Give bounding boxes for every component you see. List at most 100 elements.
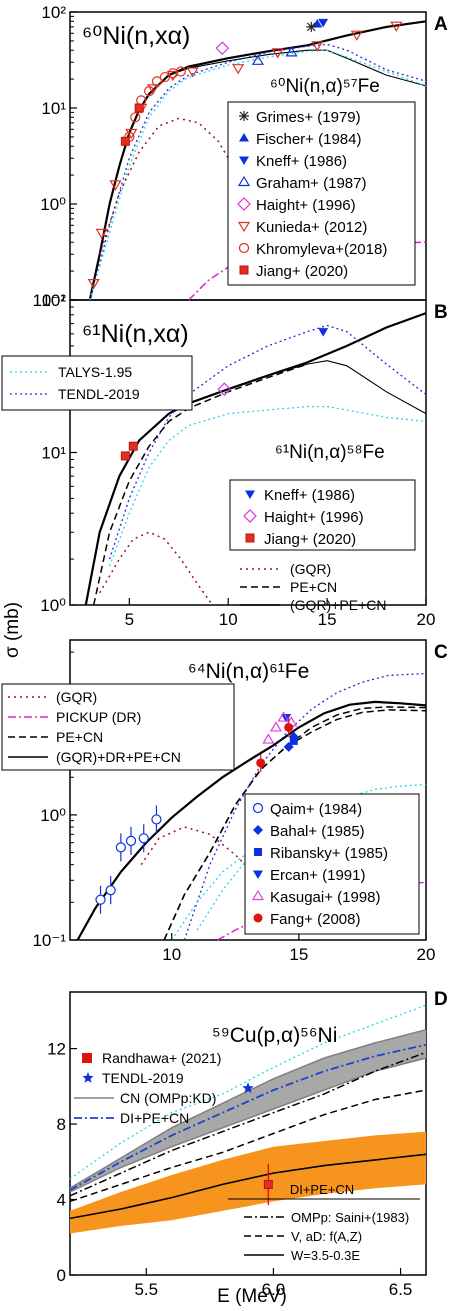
panel-0-point-0 <box>95 228 108 240</box>
panel-a-subtitle: ⁶⁰Ni(n,α)⁵⁷Fe <box>270 76 380 97</box>
panel-0-series-4 <box>98 117 259 255</box>
panel-a-title: ⁶⁰Ni(n,xα) <box>82 22 190 50</box>
panel-a-legend-marker-4 <box>237 197 251 211</box>
panel-3-ytick-label-0: 0 <box>57 1266 66 1285</box>
panel-c-data-legend-label-1: Bahal+ (1985) <box>270 823 365 840</box>
panel-1-ytick-label-1: 10¹ <box>41 444 66 463</box>
panel-d-bottom-legend: DI+PE+CN OMPp: Saini+(1983) V, aD: f(A,Z)… <box>228 1182 420 1263</box>
panel-0-ytick-label-2: 10¹ <box>41 99 66 118</box>
panel-0-point-14 <box>130 112 141 123</box>
panel-d-bottom-legend-title: DI+PE+CN <box>290 1182 354 1197</box>
panel-3-series-2 <box>69 1043 427 1191</box>
panel-3-series-1 <box>69 1028 427 1189</box>
panel-0-point-26 <box>285 46 298 57</box>
panel-2-point-4 <box>138 824 149 853</box>
panel-b-model-legend-label-1: TENDL-2019 <box>58 386 140 402</box>
panel-b-component-legend-label-2: (GQR)+PE+CN <box>290 597 386 613</box>
panel-a-legend-label-7: Jiang+ (2020) <box>256 263 348 280</box>
panel-a-legend-label-1: Fischer+ (1984) <box>256 131 361 148</box>
panel-label-b: B <box>434 302 448 323</box>
panel-2-xtick-label-2: 20 <box>417 945 436 964</box>
panel-0-point-11 <box>390 21 403 32</box>
panel-2-point-1 <box>105 876 116 905</box>
panel-c-data-legend-marker-0 <box>252 802 264 814</box>
panel-0-point-27 <box>251 54 264 65</box>
panel-3-series-6 <box>69 1153 427 1220</box>
panel-0-point-25 <box>306 21 317 32</box>
panel-2-point-15 <box>284 718 294 737</box>
panel-2-point-14 <box>256 753 266 772</box>
panel-c-model-legend: (GQR) PICKUP (DR) PE+CN (GQR)+DR+PE+CN <box>1 683 235 771</box>
panel-b-title: ⁶¹Ni(n,xα) <box>82 320 189 348</box>
panel-0-point-5 <box>166 71 179 82</box>
panel-1-series-1 <box>85 360 427 606</box>
panel-a-legend-label-6: Khromyleva+(2018) <box>256 241 387 258</box>
panel-2-point-0 <box>95 885 106 914</box>
panel-b-data-legend-marker-2 <box>245 533 255 543</box>
panel-c-data-legend-marker-5 <box>253 913 263 923</box>
panel-1-ytick-label-0: 10⁰ <box>40 596 66 615</box>
panel-label-d: D <box>434 989 448 1010</box>
panel-1-xtick-label-0: 5 <box>125 610 134 629</box>
panel-1-ytick-label-2: 10² <box>41 291 66 310</box>
panel-1-point-0 <box>318 328 329 337</box>
panel-2-series-2 <box>163 709 427 941</box>
panel-c-data-legend-label-4: Kasugai+ (1998) <box>270 889 381 906</box>
panel-c-model-legend-label-1: PICKUP (DR) <box>56 709 141 725</box>
panel-3-ytick-label-2: 8 <box>57 1115 66 1134</box>
panel-b-component-legend: (GQR) PE+CN (GQR)+PE+CN <box>240 561 386 613</box>
panel-c-data-legend-label-2: Ribansky+ (1985) <box>270 845 388 862</box>
panel-d-bottom-legend-label-1: V, aD: f(A,Z) <box>291 1229 362 1244</box>
panel-c-data-legend-marker-2 <box>254 848 262 856</box>
panel-0-point-1 <box>109 180 122 191</box>
panel-3-axes: 0 4 8 12 5.5 6.0 6.5 <box>47 1040 412 1299</box>
panel-2-point-12 <box>277 711 290 722</box>
panel-2-point-11 <box>269 721 283 732</box>
panel-c-data-legend-marker-3 <box>253 870 263 879</box>
panel-2-xtick-label-1: 15 <box>289 945 308 964</box>
panel-1-series-3 <box>108 324 427 560</box>
panel-a-legend-marker-6 <box>238 242 250 254</box>
panel-1-series-4 <box>108 405 427 567</box>
panel-1-xtick-label-1: 10 <box>219 610 238 629</box>
panel-d-bottom-legend-label-0: OMPp: Saini+(1983) <box>291 1210 409 1225</box>
panel-b-subtitle: ⁶¹Ni(n,α)⁵⁸Fe <box>275 442 385 463</box>
panel-0-point-18 <box>159 71 171 83</box>
panel-0-ytick-label-0: 10⁻¹ <box>32 291 66 310</box>
panel-label-a: A <box>434 14 448 35</box>
panel-a-legend-label-4: Haight+ (1996) <box>256 197 356 214</box>
panel-c-data-legend-label-0: Qaim+ (1984) <box>270 801 362 818</box>
panel-a-legend-label-0: Grimes+ (1979) <box>256 109 361 126</box>
panel-a-legend-marker-0 <box>239 111 249 121</box>
panel-0-point-12 <box>87 278 100 290</box>
panel-a-legend-marker-1 <box>239 133 249 142</box>
panel-1-point-3 <box>128 441 138 451</box>
panel-c-title: ⁶⁴Ni(n,α)⁶¹Fe <box>188 660 309 683</box>
panel-0-point-2 <box>125 128 138 140</box>
panel-0-point-6 <box>186 67 199 78</box>
panel-c-data-legend-label-5: Fang+ (2008) <box>270 911 360 928</box>
panel-1-series-5 <box>99 531 214 606</box>
panel-d-legend-label-2: CN (OMPp:KD) <box>120 1090 216 1106</box>
panel-0-point-8 <box>271 48 284 59</box>
panel-0-point-4 <box>147 84 160 95</box>
panel-d-legend-label-0: Randhawa+ (2021) <box>102 1050 221 1066</box>
panel-0-point-9 <box>311 41 324 52</box>
panel-1-xtick-label-3: 20 <box>417 610 436 629</box>
panel-1-point-2 <box>120 451 130 461</box>
panel-a-legend-marker-3 <box>237 175 251 187</box>
panel-2-ytick-label-1: 10⁰ <box>40 806 66 825</box>
panel-b-data-legend-marker-0 <box>245 490 255 499</box>
panel-b-model-legend: TALYS-1.95 TENDL-2019 <box>1 355 193 411</box>
panel-0-point-16 <box>144 85 155 97</box>
panel-a-legend-label-5: Kunieda+ (2012) <box>256 219 367 236</box>
panel-0-point-17 <box>151 76 163 87</box>
panel-b-model-legend-label-0: TALYS-1.95 <box>58 364 132 380</box>
panel-0-series-3 <box>89 49 427 301</box>
panel-2-point-9 <box>281 714 292 723</box>
panel-3-xtick-label-2: 6.5 <box>389 1280 413 1299</box>
panel-3-xtick-label-1: 6.0 <box>262 1280 286 1299</box>
panel-1-xtick-label-2: 15 <box>318 610 337 629</box>
panel-c-data-legend-marker-4 <box>251 889 265 901</box>
